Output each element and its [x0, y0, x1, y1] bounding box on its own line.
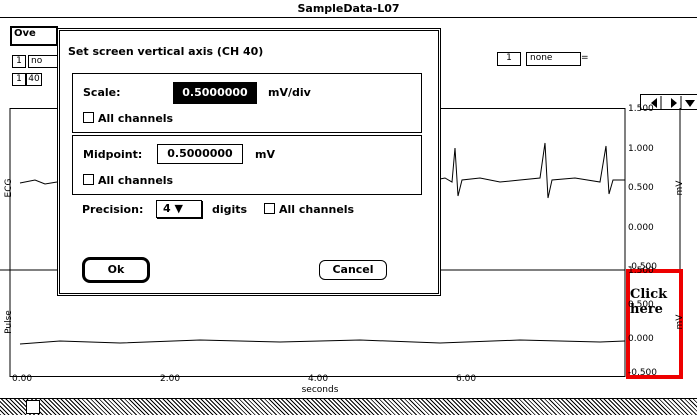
channel-label: Pulse [4, 310, 14, 334]
label: = [581, 53, 589, 63]
ok-button[interactable]: Ok [82, 257, 150, 283]
field[interactable]: none [526, 52, 581, 66]
title-bar [0, 0, 697, 18]
field[interactable]: 1 [12, 73, 26, 86]
checkbox-label: All channels [98, 174, 174, 187]
y-tick-label: 0.500 [628, 300, 654, 310]
annotation: Click here [630, 287, 668, 317]
y-tick-label: -0.500 [628, 368, 658, 378]
y-tick-label: 1.500 [628, 266, 654, 276]
channel-label: ECG [4, 178, 14, 198]
scroll-thumb[interactable] [26, 400, 40, 414]
field[interactable]: no [28, 55, 60, 68]
y-tick-label: 0.000 [628, 222, 654, 233]
precision-popup[interactable]: 4 ▼ [156, 200, 202, 218]
scroll-arrows[interactable] [640, 94, 697, 110]
label: Precision: [82, 203, 144, 216]
y-tick-label: 1.000 [628, 143, 654, 154]
window-title: SampleData-L07 [297, 2, 400, 15]
y-tick-label: 0.000 [628, 334, 654, 344]
midpoint-group: Midpoint: 0.5000000 mV All channels [72, 135, 422, 195]
scrollbar[interactable] [0, 398, 697, 415]
overview-button[interactable]: Ove [10, 26, 58, 46]
checkbox[interactable]: All channels [264, 203, 354, 216]
x-axis-label: seconds [301, 385, 339, 395]
scale-input[interactable]: 0.5000000 [173, 82, 257, 104]
field[interactable]: 1 [12, 55, 26, 68]
y-tick-label: 0.500 [628, 183, 654, 193]
field[interactable]: 40 [26, 73, 42, 86]
y-tick-label: -0.500 [628, 262, 658, 272]
dialog: Set screen vertical axis (CH 40) Scale: … [57, 28, 441, 296]
x-tick-label: 6.00 [456, 374, 477, 384]
unit: mV/div [268, 86, 311, 99]
midpoint-input[interactable]: 0.5000000 [157, 144, 243, 164]
unit-label: mV [675, 314, 685, 330]
unit: digits [212, 203, 248, 216]
x-tick-label: 4.00 [308, 374, 329, 384]
popup-value: 4 [163, 202, 171, 215]
y-tick-label: 1.500 [628, 104, 654, 114]
checkbox-label: All channels [98, 112, 174, 125]
x-tick-label: 2.00 [160, 374, 181, 384]
unit-label: mV [675, 180, 685, 196]
label: Midpoint: [83, 148, 143, 161]
checkbox[interactable]: All channels [83, 174, 173, 187]
field[interactable]: 1 [497, 52, 521, 66]
checkbox[interactable]: All channels [83, 112, 173, 125]
checkbox-label: All channels [279, 203, 355, 216]
label: Scale: [83, 86, 121, 99]
cancel-button[interactable]: Cancel [319, 260, 387, 280]
highlight-box[interactable] [626, 269, 683, 379]
unit: mV [255, 148, 275, 161]
dialog-title: Set screen vertical axis (CH 40) [68, 45, 264, 58]
scale-group: Scale: 0.5000000 mV/div All channels [72, 73, 422, 133]
x-tick-label: 0.00 [12, 374, 33, 384]
